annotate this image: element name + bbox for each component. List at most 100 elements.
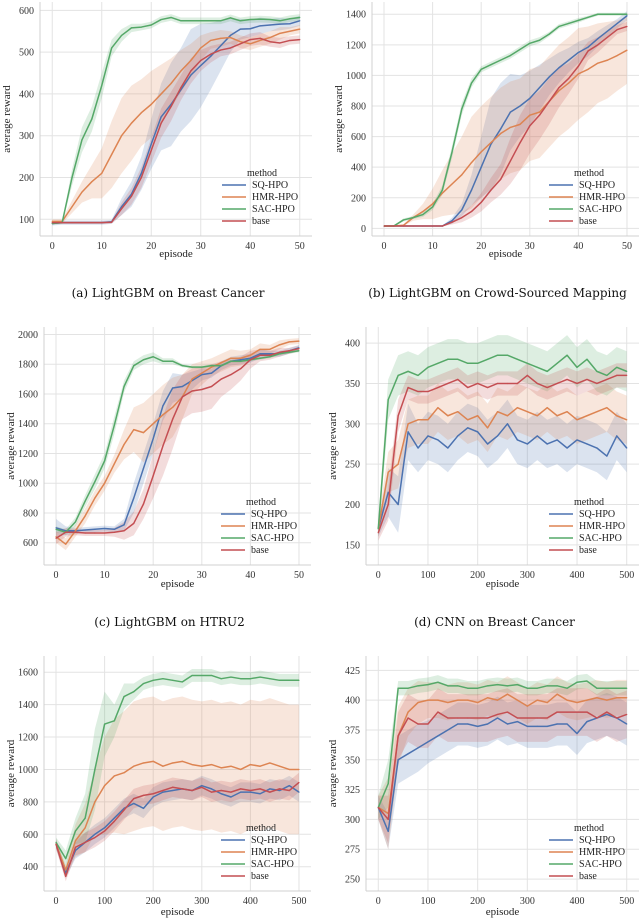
data-point-sq-hpo: [566, 723, 568, 725]
x-tick-label: 100: [420, 570, 435, 581]
data-point-base: [536, 717, 538, 719]
data-point-sac-hpo: [84, 500, 86, 502]
data-point-sac-hpo: [152, 356, 154, 358]
data-point-hmr-hpo: [422, 210, 424, 213]
data-point-sq-hpo: [536, 725, 538, 727]
data-point-sac-hpo: [451, 151, 453, 153]
data-point-base: [142, 503, 145, 505]
data-point-hmr-hpo: [278, 344, 281, 346]
data-point-base: [191, 789, 193, 792]
data-point-sac-hpo: [526, 362, 528, 364]
legend-entry: base: [579, 871, 597, 882]
data-point-base: [546, 386, 548, 389]
data-point-sac-hpo: [269, 678, 271, 680]
data-point-base: [437, 386, 439, 389]
data-point-sac-hpo: [470, 82, 473, 84]
data-point-sq-hpo: [477, 431, 479, 433]
data-point-sq-hpo: [387, 830, 389, 832]
y-axis-label: average reward: [1, 85, 13, 153]
data-point-hmr-hpo: [556, 693, 558, 695]
y-tick-label: 350: [345, 755, 360, 766]
data-point-base: [516, 382, 519, 385]
data-point-base: [496, 713, 499, 716]
data-point-sq-hpo: [407, 753, 409, 755]
data-point-hmr-hpo: [586, 699, 588, 701]
legend-entry: SAC-HPO: [251, 859, 294, 870]
data-point-sac-hpo: [616, 366, 618, 368]
data-point-sac-hpo: [626, 13, 628, 15]
data-point-base: [162, 789, 164, 792]
data-point-base: [230, 374, 232, 376]
data-point-base: [142, 794, 145, 796]
data-point-sac-hpo: [596, 687, 598, 689]
data-point-hmr-hpo: [536, 699, 538, 701]
data-point-sac-hpo: [94, 768, 96, 771]
data-point-hmr-hpo: [546, 407, 548, 409]
y-axis-label: average reward: [327, 412, 339, 480]
data-point-sq-hpo: [437, 735, 439, 737]
legend-entry: SAC-HPO: [579, 204, 622, 215]
legend-entry: base: [252, 216, 270, 227]
data-point-sq-hpo: [587, 46, 589, 48]
data-point-hmr-hpo: [142, 762, 145, 764]
data-point-base: [191, 390, 193, 392]
data-point-base: [94, 532, 96, 534]
data-point-sq-hpo: [576, 439, 578, 441]
data-point-base: [500, 178, 502, 181]
y-tick-label: 150: [345, 540, 360, 551]
data-point-base: [123, 530, 125, 532]
subplot-c: 600 800 1000 1200 1400 1600 1800 2000 0 10 20 30 40 5…: [5, 327, 311, 629]
y-tick-label: 1000: [346, 71, 366, 82]
data-point-hmr-hpo: [596, 411, 598, 413]
data-point-sac-hpo: [160, 18, 162, 21]
data-point-sac-hpo: [150, 24, 152, 26]
data-point-sac-hpo: [269, 356, 271, 358]
data-point-sq-hpo: [496, 435, 499, 437]
y-tick-label: 0: [361, 224, 366, 235]
data-point-sq-hpo: [94, 833, 96, 835]
data-point-sq-hpo: [123, 524, 125, 526]
data-point-sac-hpo: [229, 17, 232, 19]
data-point-hmr-hpo: [220, 767, 222, 769]
data-point-base: [377, 806, 379, 809]
data-point-base: [577, 65, 579, 67]
data-point-sac-hpo: [486, 685, 489, 687]
data-point-sac-hpo: [626, 687, 628, 689]
series-line-hmr-hpo: [52, 28, 300, 223]
data-point-hmr-hpo: [298, 340, 300, 342]
subplot-caption: (c) LightGBM on HTRU2: [94, 615, 244, 629]
data-point-sac-hpo: [486, 358, 489, 360]
data-point-sq-hpo: [150, 143, 152, 145]
data-point-sac-hpo: [606, 687, 608, 689]
x-tick-label: 20: [476, 241, 486, 252]
data-point-base: [74, 846, 77, 848]
data-point-hmr-hpo: [259, 765, 261, 767]
data-point-base: [181, 396, 183, 398]
data-point-sq-hpo: [447, 447, 449, 449]
data-point-hmr-hpo: [606, 407, 608, 409]
data-point-base: [538, 114, 541, 116]
data-point-sac-hpo: [55, 528, 57, 530]
data-point-base: [556, 382, 558, 385]
x-tick-label: 300: [520, 896, 535, 907]
legend-entry: HMR-HPO: [252, 192, 298, 203]
data-point-hmr-hpo: [486, 427, 489, 429]
data-point-sac-hpo: [506, 685, 509, 687]
data-point-sac-hpo: [548, 33, 550, 35]
data-point-hmr-hpo: [181, 760, 183, 762]
data-point-sq-hpo: [596, 447, 598, 449]
data-point-sac-hpo: [278, 353, 281, 355]
data-point-base: [437, 711, 439, 713]
data-point-sq-hpo: [577, 51, 579, 54]
data-point-sac-hpo: [407, 370, 409, 372]
x-tick-label: 500: [619, 896, 634, 907]
x-tick-label: 0: [54, 896, 59, 907]
x-tick-label: 40: [245, 241, 255, 252]
data-point-base: [201, 786, 203, 788]
confidence-band-sac-hpo: [378, 335, 627, 537]
data-point-sac-hpo: [101, 84, 103, 87]
data-point-sac-hpo: [536, 366, 538, 368]
series-line-sq-hpo: [55, 347, 300, 532]
data-point-sq-hpo: [597, 38, 599, 40]
